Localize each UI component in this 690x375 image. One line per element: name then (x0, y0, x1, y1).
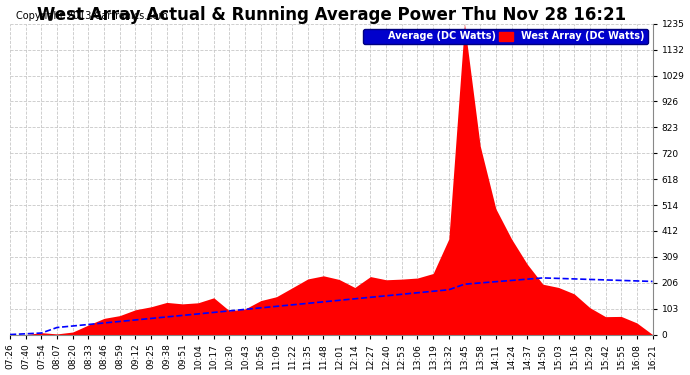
Title: West Array Actual & Running Average Power Thu Nov 28 16:21: West Array Actual & Running Average Powe… (37, 6, 626, 24)
Text: Copyright 2013 Cartronics.com: Copyright 2013 Cartronics.com (17, 10, 168, 21)
Legend: Average (DC Watts), West Array (DC Watts): Average (DC Watts), West Array (DC Watts… (363, 28, 648, 44)
